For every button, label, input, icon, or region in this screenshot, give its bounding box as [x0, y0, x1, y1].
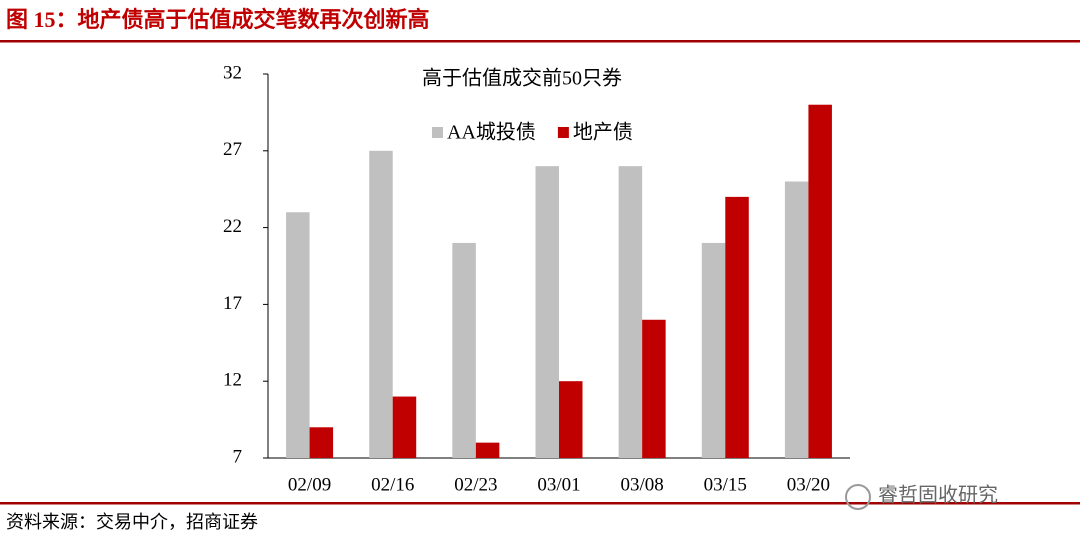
y-tick-label: 12: [223, 370, 242, 391]
legend-swatch: [432, 127, 443, 138]
bar: [392, 396, 417, 458]
bar: [725, 196, 749, 458]
watermark: 睿哲固收研究: [878, 484, 998, 507]
bar: [784, 181, 809, 458]
y-tick-label: 17: [223, 293, 242, 314]
bar: [309, 427, 334, 458]
bar: [559, 381, 583, 458]
footer-rule: [0, 502, 1080, 505]
x-tick-label: 02/09: [288, 474, 331, 495]
y-tick-label: 32: [223, 62, 242, 83]
watermark-icon: [845, 484, 871, 510]
legend-label: 地产债: [573, 121, 633, 144]
x-tick-label: 03/15: [704, 474, 747, 495]
y-tick-label: 7: [233, 446, 243, 467]
bar: [808, 104, 832, 458]
y-tick-label: 27: [223, 139, 242, 160]
x-tick-label: 03/01: [537, 474, 580, 495]
x-tick-label: 03/08: [621, 474, 664, 495]
source-note: 资料来源：交易中介，招商证券: [6, 512, 258, 532]
y-tick-label: 22: [223, 216, 242, 237]
bar: [618, 166, 643, 458]
x-tick-label: 02/23: [454, 474, 497, 495]
legend-swatch: [557, 127, 569, 138]
x-tick-label: 02/16: [371, 474, 414, 495]
bar: [286, 212, 310, 458]
chart-title: 高于估值成交前50只券: [422, 67, 622, 90]
bar: [475, 442, 500, 458]
bar: [701, 242, 726, 458]
x-tick-label: 03/20: [787, 474, 830, 495]
bar: [369, 150, 393, 459]
bar: [642, 319, 666, 458]
bar: [452, 242, 476, 458]
bar: [535, 166, 559, 458]
header-rule: [0, 40, 1080, 43]
figure-title: 图 15：地产债高于估值成交笔数再次创新高: [6, 7, 430, 32]
legend-label: AA城投债: [447, 121, 536, 144]
